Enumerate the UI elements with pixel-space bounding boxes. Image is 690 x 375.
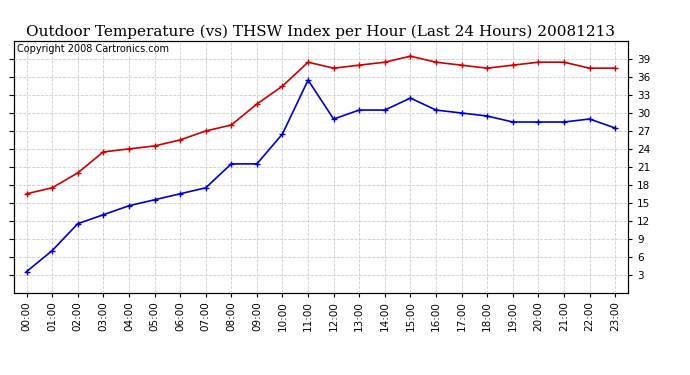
Title: Outdoor Temperature (vs) THSW Index per Hour (Last 24 Hours) 20081213: Outdoor Temperature (vs) THSW Index per … <box>26 24 615 39</box>
Text: Copyright 2008 Cartronics.com: Copyright 2008 Cartronics.com <box>17 44 169 54</box>
